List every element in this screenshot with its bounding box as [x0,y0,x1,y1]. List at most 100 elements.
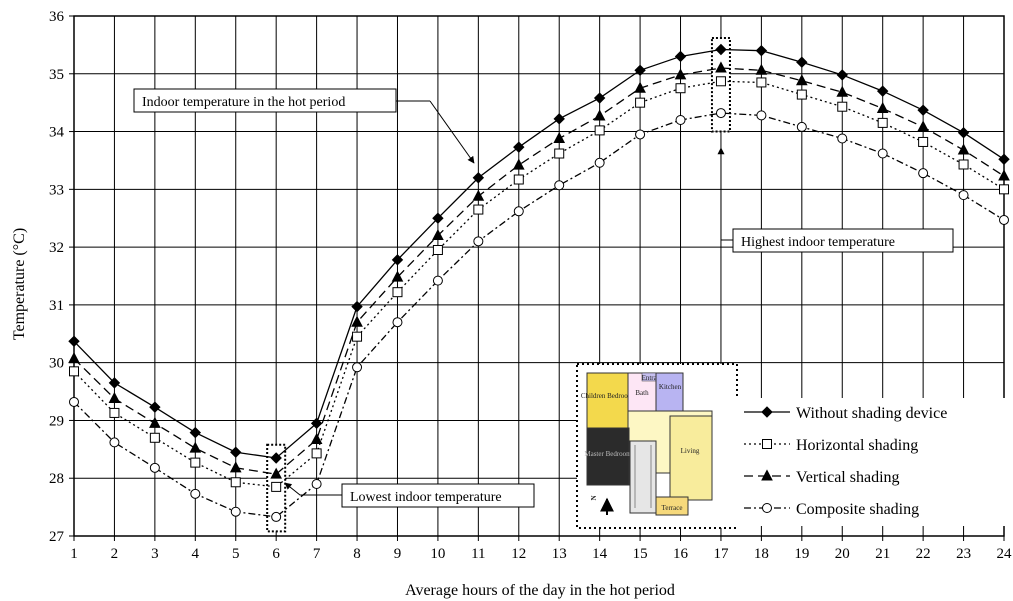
data-point [513,141,525,153]
floorplan-living-label: Living [681,447,700,455]
floorplan-kitchen [655,372,684,412]
data-point [715,43,727,56]
data-point [472,189,485,201]
data-point [593,92,606,104]
data-point [149,432,160,443]
data-point [189,426,202,439]
data-point [311,448,322,459]
data-point [432,228,444,241]
series-line [73,67,1005,475]
data-point [796,56,808,68]
data-point [230,446,242,458]
data-point [109,437,120,448]
data-point [957,127,970,139]
legend-background [736,398,1006,526]
x-tick-label: 4 [192,546,200,562]
data-point [352,362,363,373]
x-tick-label: 13 [552,546,567,562]
data-point [392,287,403,298]
data-point [109,407,120,418]
data-point [836,85,849,97]
data-point [675,83,686,94]
x-tick-label: 22 [916,546,931,562]
y-axis-title: Temperature (°C) [11,228,28,340]
y-tick-label: 27 [49,529,65,545]
floorplan-entrance-label: Entrance [642,374,667,382]
data-point [554,148,565,159]
y-tick-label: 30 [49,356,64,372]
floorplan-terrace-label: Terrace [662,504,683,512]
x-tick-label: 2 [111,546,119,562]
x-tick-label: 14 [592,546,608,562]
x-tick-label: 18 [754,546,769,562]
data-point [108,377,121,389]
data-point [796,89,807,100]
data-point [957,143,970,155]
data-point [918,168,929,179]
data-point [271,511,282,522]
data-point [553,113,565,125]
data-point [190,457,201,468]
y-tick-label: 33 [49,182,64,198]
x-tick-label: 23 [956,546,971,562]
floorplan-kitchen-label: Kitchen [659,383,682,391]
x-tick-label: 16 [673,546,689,562]
data-point [998,153,1010,165]
data-point [917,120,929,132]
y-tick-label: 31 [49,298,64,314]
data-point [271,481,282,492]
data-point [472,172,485,184]
legend-marker [762,503,772,513]
data-point [229,461,242,473]
data-point [68,352,80,364]
data-point [796,121,807,132]
data-point [594,125,605,136]
data-point [513,206,524,217]
floorplan-bath-label: Bath [635,389,649,397]
series-2 [69,76,1009,492]
data-point [553,131,566,143]
data-point [877,117,888,128]
data-point [918,136,929,147]
legend-marker [762,439,772,449]
legend-label: Horizontal shading [796,437,918,454]
data-point [512,158,525,170]
data-point [352,331,363,342]
x-tick-label: 12 [511,546,526,562]
legend-marker [761,406,773,418]
data-point [876,85,889,97]
data-point [432,245,443,255]
legend: Without shading device Horizontal shading… [736,398,1006,526]
series-line [73,48,1005,459]
data-point [108,391,121,403]
data-point [230,506,241,517]
series-line [73,112,1005,518]
y-tick-label: 32 [49,240,64,256]
y-tick-label: 34 [49,125,65,141]
series-3 [68,61,1010,479]
data-point [270,452,282,464]
data-point [149,462,160,473]
y-tick-label: 29 [49,413,64,429]
data-point [190,488,201,499]
x-tick-label: 6 [272,546,280,562]
annotation-indoor-arrow [429,100,475,164]
data-point [392,317,403,328]
series-1 [68,43,1010,464]
data-point [311,479,322,489]
data-point [837,101,848,112]
x-tick-label: 24 [997,546,1013,562]
data-point [189,441,202,453]
data-point [69,396,79,407]
legend-label: Vertical shading [796,469,900,486]
data-point [715,76,726,87]
annotation-indoor-text: Indoor temperature in the hot period [142,95,345,110]
data-point [69,366,79,377]
data-point [473,204,484,215]
x-tick-label: 8 [353,546,361,562]
annotation-lowest-text: Lowest indoor temperature [350,490,502,505]
data-point [593,109,606,121]
data-point [756,77,767,88]
